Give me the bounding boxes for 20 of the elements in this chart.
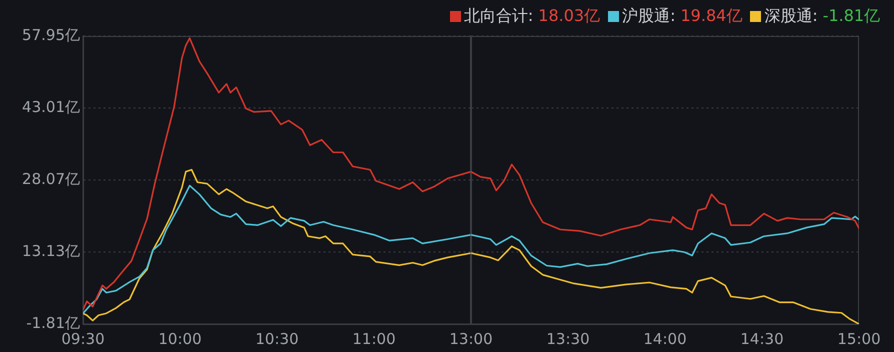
x-tick-label: 09:30 (61, 330, 105, 348)
y-tick-label: 28.07亿 (22, 170, 80, 188)
y-tick-label: 43.01亿 (22, 98, 80, 116)
x-tick-label: 13:00 (449, 330, 493, 348)
legend-label: 深股通: (764, 6, 818, 27)
x-tick-label: 14:00 (643, 330, 687, 348)
x-tick-label: 11:00 (352, 330, 396, 348)
x-tick-label: 15:00 (837, 330, 881, 348)
y-tick-label: 13.13亿 (22, 242, 80, 260)
text: -1.81亿 (822, 6, 880, 27)
x-tick-label: 10:30 (255, 330, 299, 348)
y-tick-label: 57.95亿 (22, 26, 80, 44)
x-tick-label: 14:30 (740, 330, 784, 348)
x-tick-label: 10:00 (158, 330, 202, 348)
y-tick-label: -1.81亿 (26, 314, 80, 332)
x-tick-label: 13:30 (546, 330, 590, 348)
legend-label: 沪股通: (622, 6, 676, 27)
text: 19.84亿 (680, 6, 742, 27)
text: 18.03亿 (538, 6, 600, 27)
legend-label: 北向合计: (464, 6, 534, 27)
